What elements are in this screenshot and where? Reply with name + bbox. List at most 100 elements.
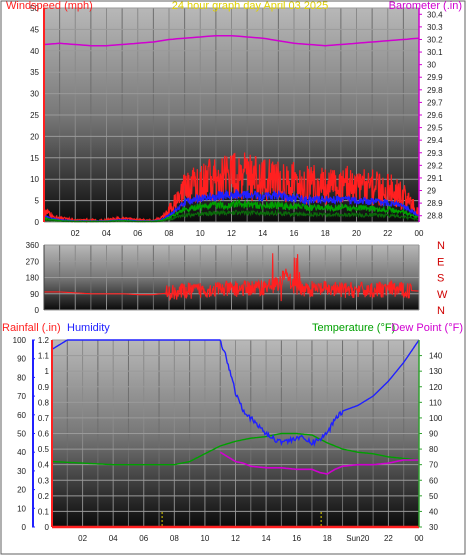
temperature-tick-label: 40 <box>429 507 438 516</box>
barometer-axis-label: Barometer (.in) <box>389 0 462 12</box>
wind-baro-axes: 0 5 10 15 20 25 30 35 40 45 50 28.8 28.9 29 29.1 29.2 29… <box>30 4 443 238</box>
rainfall-tick-label: 0.1 <box>38 507 50 516</box>
temperature-tick-label: 30 <box>429 523 438 532</box>
time-tick-label: 06 <box>133 229 142 238</box>
windspeed-tick-label: 50 <box>30 4 39 13</box>
time-tick-label: 00 <box>415 534 424 543</box>
compass-label: E <box>437 256 444 268</box>
barometer-tick-label: 29.8 <box>427 86 443 95</box>
compass-label: N <box>437 305 445 317</box>
direction-tick-label: 180 <box>26 274 40 283</box>
direction-tick-label: 360 <box>26 241 40 250</box>
windspeed-tick-label: 5 <box>35 197 40 206</box>
barometer-tick-label: 29 <box>427 187 436 196</box>
wind-baro-series <box>43 34 420 224</box>
rainfall-tick-label: 0.9 <box>38 383 50 392</box>
time-tick-label: 16 <box>290 229 299 238</box>
direction-tick-label: 270 <box>26 257 40 266</box>
windspeed-tick-label: 35 <box>30 68 39 77</box>
windspeed-tick-label: 15 <box>30 154 39 163</box>
barometer-line <box>43 34 420 47</box>
rainfall-tick-label: 1.1 <box>38 352 50 361</box>
windspeed-tick-label: 30 <box>30 90 39 99</box>
windspeed-tick-label: 40 <box>30 47 39 56</box>
humidity-tick-label: 70 <box>17 392 26 401</box>
humidity-tick-label: 90 <box>17 355 26 364</box>
temp-humidity-series <box>51 339 420 529</box>
barometer-tick-label: 28.9 <box>427 199 443 208</box>
compass-label: N <box>437 240 445 252</box>
temperature-axis-label: Temperature (°F) <box>312 322 395 334</box>
rainfall-tick-label: 1.2 <box>38 336 50 345</box>
barometer-tick-label: 29.5 <box>427 124 443 133</box>
humidity-tick-label: 80 <box>17 373 26 382</box>
barometer-tick-label: 30.4 <box>427 10 443 19</box>
time-tick-label: 18 <box>321 229 330 238</box>
temperature-tick-label: 120 <box>429 383 443 392</box>
time-tick-label: Sun20 <box>346 534 370 543</box>
windspeed-min-line <box>43 208 419 223</box>
rainfall-tick-label: 0.7 <box>38 414 50 423</box>
temperature-tick-label: 110 <box>429 398 442 407</box>
humidity-tick-label: 20 <box>17 486 26 495</box>
wind-baro-panel: 0 5 10 15 20 25 30 35 40 45 50 28.8 28.9 29 29.1 29.2 29… <box>6 0 462 238</box>
rainfall-tick-label: 0.2 <box>38 492 50 501</box>
time-tick-label: 00 <box>415 229 424 238</box>
barometer-tick-label: 29.3 <box>427 149 443 158</box>
windspeed-tick-label: 10 <box>30 175 39 184</box>
time-tick-label: 02 <box>78 534 87 543</box>
time-tick-label: 14 <box>258 229 267 238</box>
barometer-tick-label: 30 <box>427 61 436 70</box>
wind-direction-line <box>44 253 419 302</box>
chart-title: 24 hour graph day April 03 2025 <box>172 0 329 12</box>
rainfall-tick-label: 0.3 <box>38 476 50 485</box>
humidity-tick-label: 100 <box>13 336 27 345</box>
rainfall-tick-label: 0.8 <box>38 398 50 407</box>
barometer-tick-label: 30.2 <box>427 35 443 44</box>
rainfall-tick-label: 1 <box>45 367 50 376</box>
barometer-tick-label: 29.4 <box>427 136 443 145</box>
humidity-tick-label: 60 <box>17 411 26 420</box>
temperature-tick-label: 50 <box>429 492 438 501</box>
time-tick-label: 14 <box>262 534 271 543</box>
time-tick-label: 10 <box>196 229 205 238</box>
direction-tick-label: 90 <box>30 290 39 299</box>
temp-humidity-axes: 0 0.1 0.2 0.3 0.4 0.5 0.6 0.7 0.8 0.9 1 1.1 1.2 0 10 20… <box>13 336 443 543</box>
temp-humidity-panel: 0 0.1 0.2 0.3 0.4 0.5 0.6 0.7 0.8 0.9 1 1.1 1.2 0 10 20… <box>2 322 463 543</box>
barometer-tick-label: 29.2 <box>427 161 443 170</box>
temperature-tick-label: 100 <box>429 414 443 423</box>
compass-label: S <box>437 273 444 285</box>
barometer-tick-label: 28.8 <box>427 212 443 221</box>
rainfall-tick-label: 0.4 <box>38 461 50 470</box>
temperature-tick-label: 70 <box>429 461 438 470</box>
dewpoint-axis-label: Dew Point (°F) <box>391 322 463 334</box>
windspeed-tick-label: 45 <box>30 25 39 34</box>
temperature-tick-label: 80 <box>429 445 438 454</box>
barometer-tick-label: 30.1 <box>427 48 443 57</box>
time-tick-label: 20 <box>352 229 361 238</box>
barometer-tick-label: 29.1 <box>427 174 443 183</box>
dewpoint-line <box>219 451 419 475</box>
humidity-tick-label: 40 <box>17 448 26 457</box>
temperature-tick-label: 130 <box>429 367 443 376</box>
windspeed-tick-label: 0 <box>35 218 40 227</box>
barometer-tick-label: 29.6 <box>427 111 443 120</box>
temperature-tick-label: 90 <box>429 430 438 439</box>
temperature-line <box>52 432 420 466</box>
time-tick-label: 10 <box>200 534 209 543</box>
temperature-tick-label: 60 <box>429 476 438 485</box>
temperature-tick-label: 140 <box>429 352 443 361</box>
direction-tick-label: 0 <box>35 306 40 315</box>
barometer-tick-label: 29.9 <box>427 73 443 82</box>
humidity-tick-label: 30 <box>17 467 26 476</box>
barometer-tick-label: 29.7 <box>427 98 443 107</box>
time-tick-label: 18 <box>323 534 332 543</box>
time-tick-label: 02 <box>71 229 80 238</box>
humidity-line <box>51 339 420 448</box>
rainfall-tick-label: 0.6 <box>38 430 50 439</box>
wind-direction-series <box>44 253 419 302</box>
humidity-tick-label: 50 <box>17 430 26 439</box>
time-tick-label: 08 <box>165 229 174 238</box>
wind-direction-grid <box>44 244 420 311</box>
